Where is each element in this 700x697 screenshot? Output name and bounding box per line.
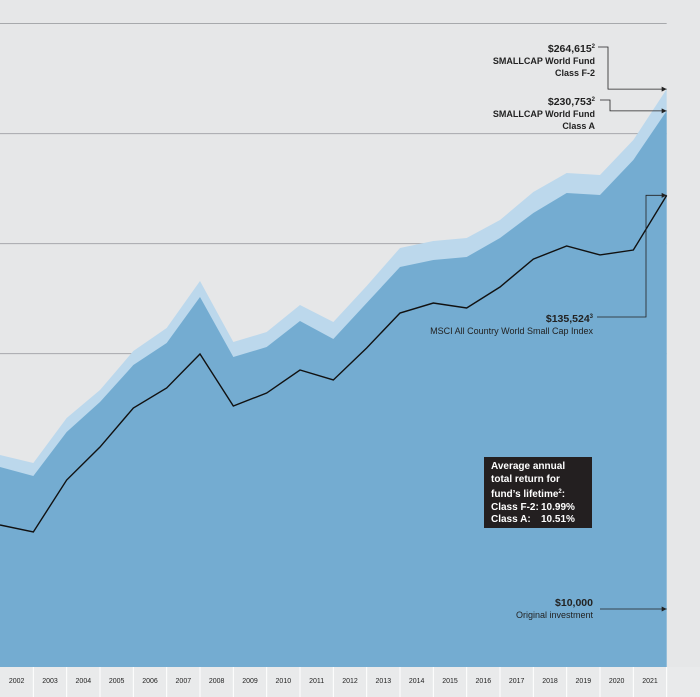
- connector-a: [600, 99, 667, 112]
- x-tick-label: 2005: [109, 678, 125, 685]
- connector-a-head: [661, 108, 667, 114]
- initial-text: Original investment: [515, 610, 593, 620]
- callout-f2: $264,6152 SMALLCAP World Fund Class F-2: [465, 41, 595, 79]
- connector-f2-head: [661, 86, 667, 92]
- footnote-mark: 2: [591, 97, 595, 103]
- connector-initial-head: [661, 606, 667, 612]
- callout-a: $230,7532 SMALLCAP World Fund Class A: [465, 94, 595, 132]
- x-tick-label: 2021: [642, 678, 658, 685]
- returns-box: Average annual total return for fund’s l…: [484, 457, 592, 528]
- connector-index-head: [661, 192, 667, 198]
- value-label: $135,524: [545, 313, 590, 325]
- connector-index: [597, 194, 667, 318]
- series-name: MSCI All Country World Small Cap Index: [430, 326, 593, 336]
- x-tick-label: 2014: [409, 678, 425, 685]
- row-value: 10.99%: [541, 501, 575, 513]
- value-label: $10,000: [555, 597, 593, 609]
- x-tick-label: 2016: [476, 678, 492, 685]
- x-tick-label: 2018: [542, 678, 558, 685]
- value-label: $230,753: [547, 96, 592, 108]
- x-tick-label: 2010: [276, 678, 292, 685]
- footnote-mark: 2: [558, 489, 562, 495]
- connector-f2: [598, 46, 667, 90]
- box-title: Average annual total return for fund’s l…: [491, 461, 566, 500]
- x-tick-label: 2002: [9, 678, 25, 685]
- footnote-mark: 3: [589, 314, 593, 320]
- row-label: Class F-2:: [491, 501, 539, 513]
- area: [0, 110, 667, 668]
- footnote-mark: 2: [591, 44, 595, 50]
- x-tick-label: 2006: [142, 678, 158, 685]
- x-tick-label: 2015: [442, 678, 458, 685]
- x-tick-label: 2013: [376, 678, 392, 685]
- x-tick-label: 2011: [309, 678, 324, 685]
- x-tick-label: 2020: [609, 678, 625, 685]
- callout-initial: $10,000 Original investment: [443, 597, 593, 621]
- box-row: Class F-2: 10.99%: [491, 502, 585, 515]
- row-label: Class A:: [491, 514, 531, 525]
- x-tick-label: 2007: [176, 678, 192, 685]
- box-row: Class A: 10.51%: [491, 514, 585, 527]
- series-name: SMALLCAP World Fund Class F-2: [492, 56, 595, 78]
- x-tick-label: 2012: [342, 678, 358, 685]
- x-tick-label: 2019: [576, 678, 592, 685]
- value-label: $264,615: [547, 43, 592, 55]
- x-tick-label: 2004: [76, 678, 92, 685]
- x-tick-label: 2003: [42, 678, 58, 685]
- row-value: 10.51%: [541, 514, 575, 525]
- x-tick-label: 2009: [242, 678, 258, 685]
- x-tick-label: 2008: [209, 678, 225, 685]
- line: [0, 194, 668, 533]
- axis-strip: [0, 667, 700, 697]
- x-tick-label: 2017: [509, 678, 525, 685]
- callout-index: $135,5243 MSCI All Country World Small C…: [373, 311, 593, 337]
- series-name: SMALLCAP World Fund Class A: [492, 109, 595, 131]
